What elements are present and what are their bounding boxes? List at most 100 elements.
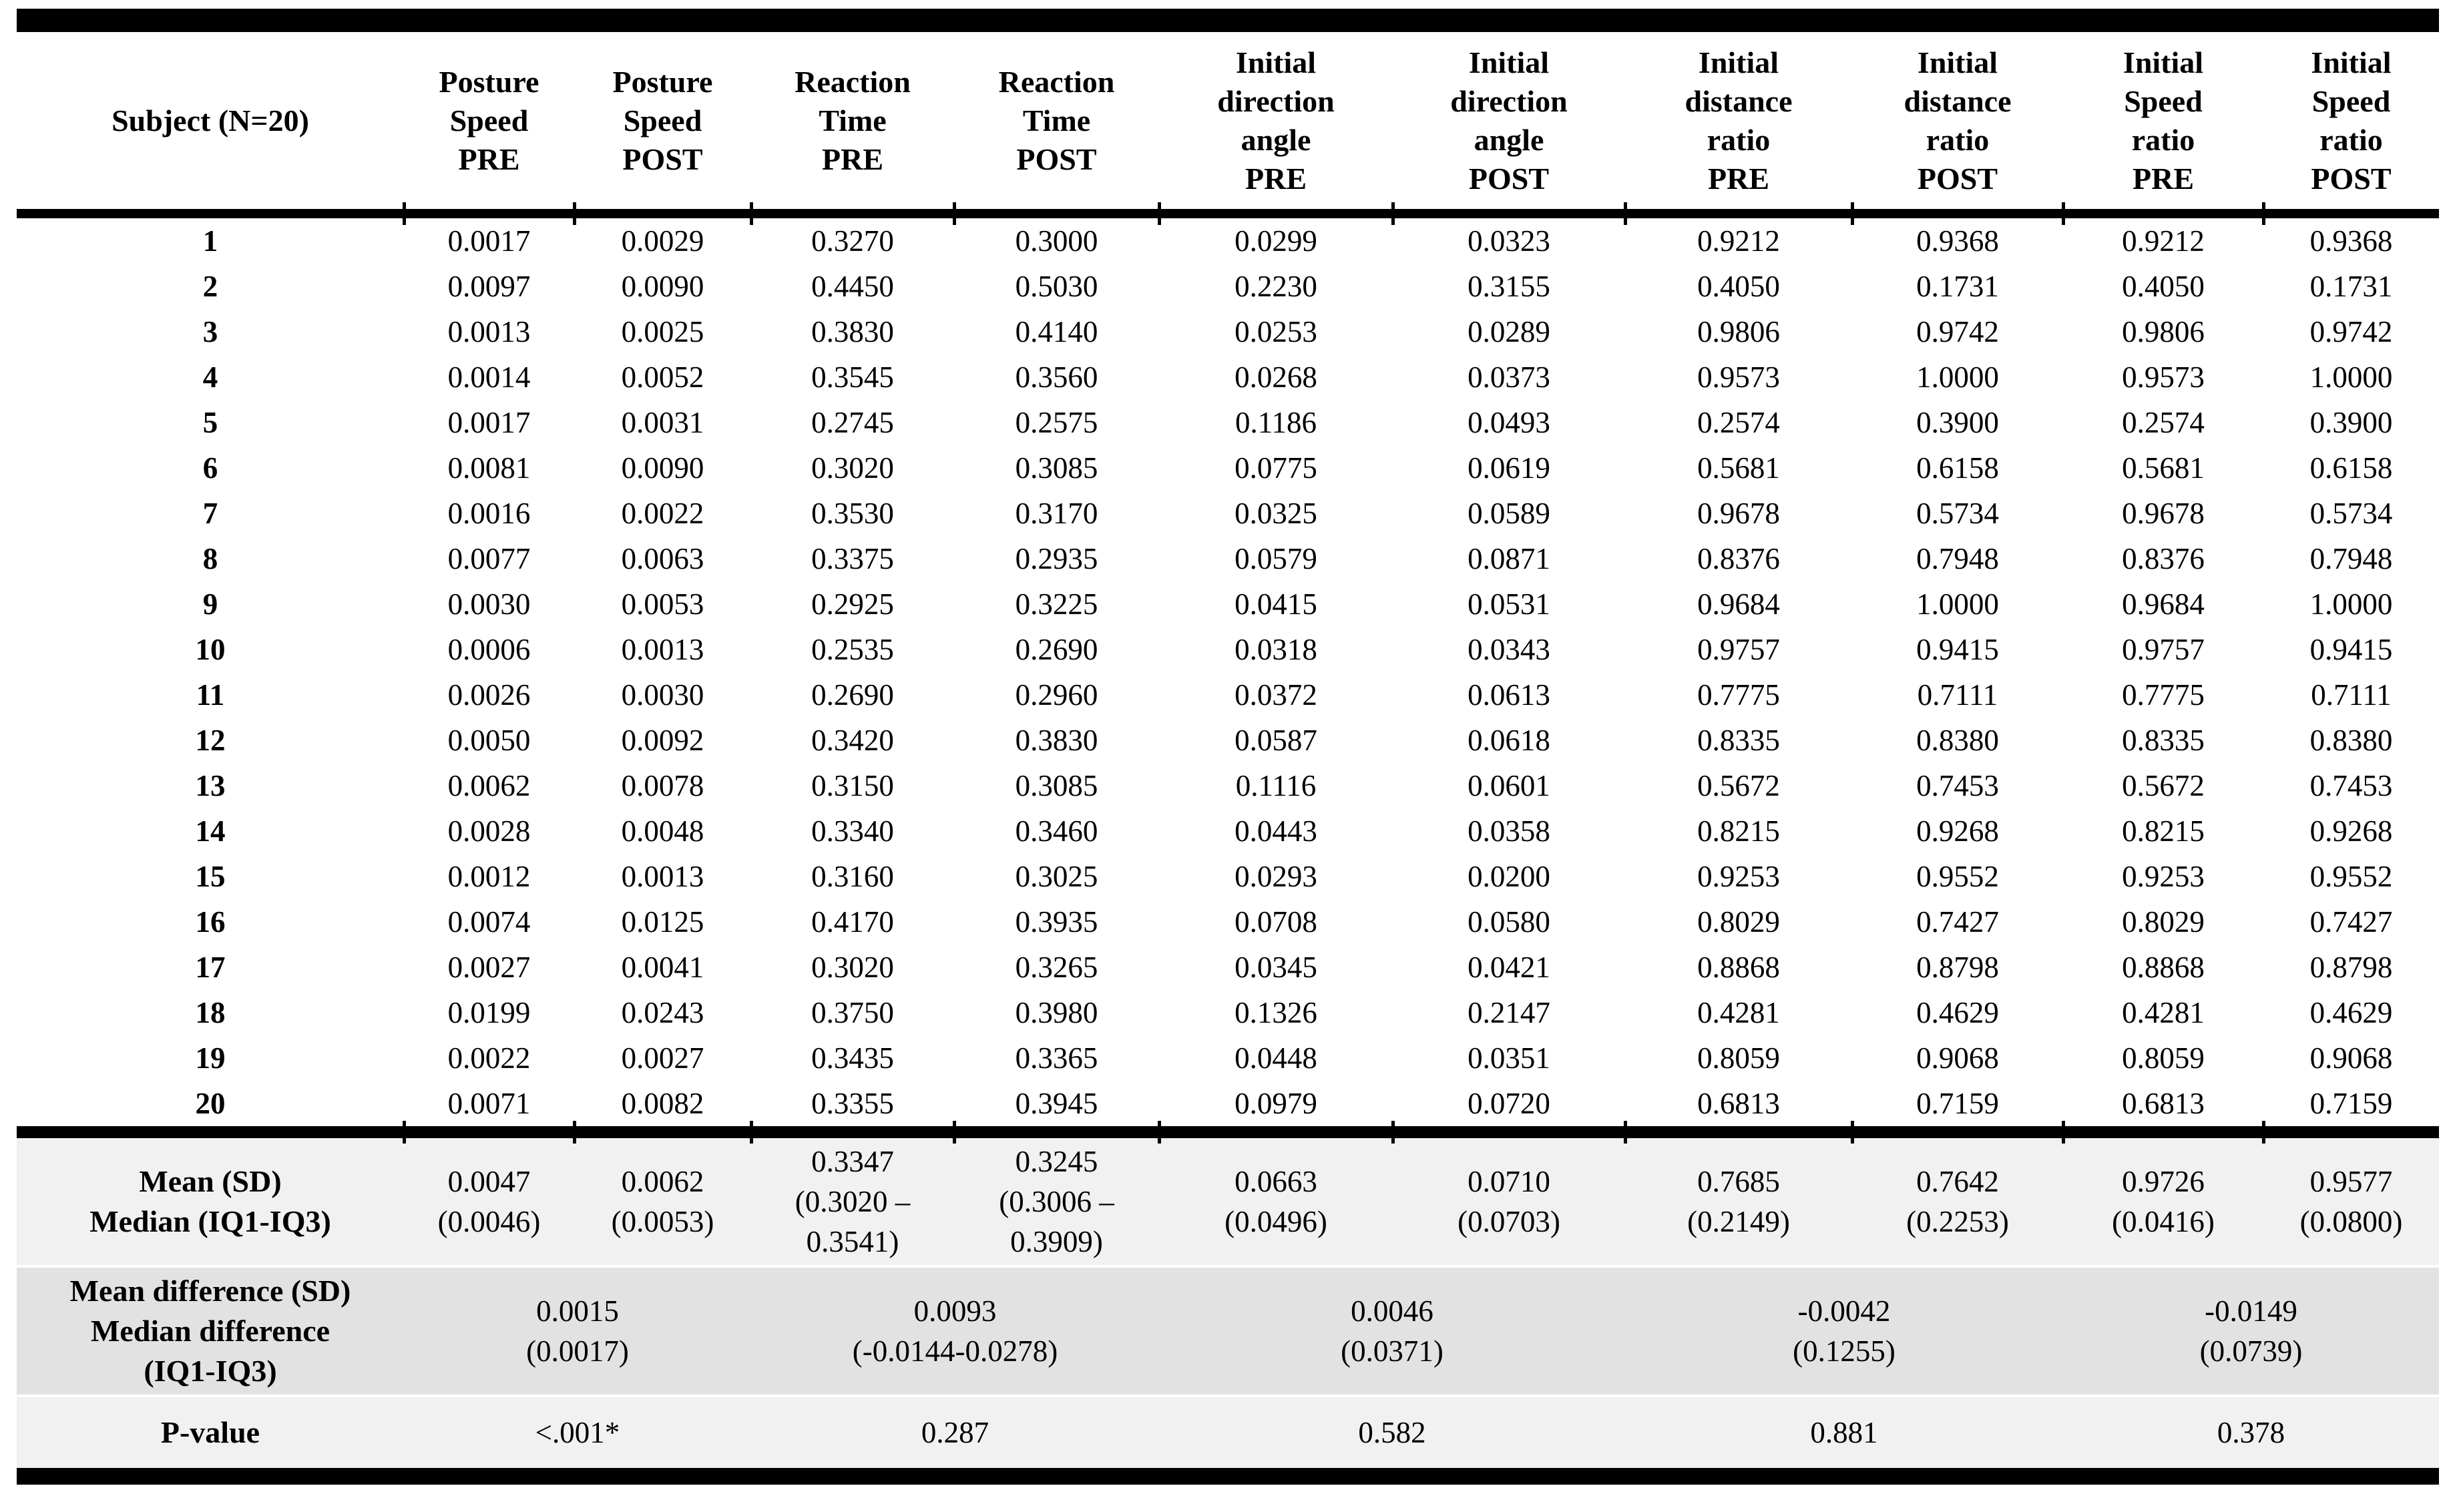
value-cell: 0.8868 <box>1697 951 1780 984</box>
value-cell: 0.2574 <box>2122 406 2205 439</box>
header-subject: Subject (N=20) <box>17 32 404 218</box>
subject-cell: 14 <box>195 814 226 848</box>
value-cell: 0.0299 <box>1235 224 1317 258</box>
value-cell: 0.3340 <box>811 814 894 848</box>
table-row: 11 0.0026 0.0030 0.2690 0.2960 0.0372 0.0613 0.… <box>17 672 2439 718</box>
table-row: 13 0.0062 0.0078 0.3150 0.3085 0.1116 0.0601 0.… <box>17 763 2439 808</box>
value-cell: 0.6158 <box>2309 451 2393 485</box>
value-cell: 0.9368 <box>1916 224 1999 258</box>
header-initial-speed-ratio-post: Initial Speed ratio POST <box>2263 32 2439 218</box>
value-cell: 0.0017 <box>447 406 531 439</box>
value-cell: 0.0618 <box>1468 724 1550 757</box>
mean-difference-cell: 0.0093 (-0.0144-0.0278) <box>751 1265 1159 1396</box>
value-cell: 0.9684 <box>2122 587 2205 621</box>
value-cell: 0.9212 <box>1697 224 1780 258</box>
value-cell: 0.0358 <box>1468 814 1550 848</box>
value-cell: 0.3830 <box>811 315 894 348</box>
value-cell: 0.0082 <box>621 1087 704 1120</box>
value-cell: 0.2574 <box>1697 406 1780 439</box>
value-cell: 0.3980 <box>1015 996 1098 1029</box>
value-cell: 0.0443 <box>1235 814 1317 848</box>
mean-difference-cell: -0.0149 (0.0739) <box>2063 1265 2439 1396</box>
value-cell: 0.0415 <box>1235 587 1317 621</box>
value-cell: 0.9552 <box>2309 860 2393 893</box>
header-initial-direction-angle-post: Initial direction angle POST <box>1393 32 1625 218</box>
table-row: 10 0.0006 0.0013 0.2535 0.2690 0.0318 0.0343 0.… <box>17 627 2439 672</box>
value-cell: 0.3830 <box>1015 724 1098 757</box>
value-cell: 0.5672 <box>1697 769 1780 802</box>
value-cell: 0.9806 <box>2122 315 2205 348</box>
p-value-cell: 0.287 <box>751 1395 1159 1468</box>
table-header: Subject (N=20) Posture Speed PRE Posture… <box>17 32 2439 218</box>
value-cell: 1.0000 <box>1916 587 1999 621</box>
subject-cell: 2 <box>202 270 218 303</box>
value-cell: 0.0720 <box>1468 1087 1550 1120</box>
value-cell: 0.0052 <box>621 360 704 394</box>
value-cell: 0.8059 <box>1697 1041 1780 1075</box>
value-cell: 0.3265 <box>1015 951 1098 984</box>
value-cell: 0.4629 <box>2309 996 2393 1029</box>
value-cell: 0.3530 <box>811 497 894 530</box>
value-cell: 0.9212 <box>2122 224 2205 258</box>
value-cell: 0.0006 <box>447 633 531 666</box>
value-cell: 0.4140 <box>1015 315 1098 348</box>
value-cell: 0.4170 <box>811 905 894 939</box>
value-cell: 0.0579 <box>1235 542 1317 575</box>
value-cell: 0.9368 <box>2309 224 2393 258</box>
value-cell: 0.0421 <box>1468 951 1550 984</box>
p-value-cell: 0.582 <box>1159 1395 1625 1468</box>
value-cell: 0.0372 <box>1235 678 1317 712</box>
value-cell: 0.4050 <box>1697 270 1780 303</box>
value-cell: 0.0253 <box>1235 315 1317 348</box>
value-cell: 0.4281 <box>1697 996 1780 1029</box>
value-cell: 0.3150 <box>811 769 894 802</box>
value-cell: 0.8215 <box>2122 814 2205 848</box>
header-reaction-time-pre: Reaction Time PRE <box>751 32 954 218</box>
value-cell: 0.0587 <box>1235 724 1317 757</box>
value-cell: 0.0979 <box>1235 1087 1317 1120</box>
subject-cell: 6 <box>202 451 218 485</box>
value-cell: 0.2690 <box>1015 633 1098 666</box>
value-cell: 0.8029 <box>2122 905 2205 939</box>
value-cell: 0.6158 <box>1916 451 1999 485</box>
mean-cell: 0.7642 (0.2253) <box>1852 1126 2063 1266</box>
value-cell: 0.0077 <box>447 542 531 575</box>
value-cell: 0.0029 <box>621 224 704 258</box>
value-cell: 0.0031 <box>621 406 704 439</box>
column-boundary-tick <box>953 1121 956 1144</box>
value-cell: 0.0013 <box>621 633 704 666</box>
subject-cell: 17 <box>195 951 226 984</box>
table-row: 15 0.0012 0.0013 0.3160 0.3025 0.0293 0.0200 0.… <box>17 854 2439 899</box>
value-cell: 0.9678 <box>1697 497 1780 530</box>
mean-cell: 0.7685 (0.2149) <box>1625 1126 1852 1266</box>
column-boundary-tick <box>1158 202 1161 225</box>
value-cell: 0.3025 <box>1015 860 1098 893</box>
value-cell: 0.3155 <box>1468 270 1550 303</box>
value-cell: 0.5734 <box>1916 497 1999 530</box>
header-initial-distance-ratio-pre: Initial distance ratio PRE <box>1625 32 1852 218</box>
value-cell: 0.9742 <box>1916 315 1999 348</box>
value-cell: 0.9415 <box>1916 633 1999 666</box>
mean-cell: 0.0710 (0.0703) <box>1393 1126 1625 1266</box>
value-cell: 0.9268 <box>1916 814 1999 848</box>
value-cell: 0.7775 <box>2122 678 2205 712</box>
value-cell: 0.0580 <box>1468 905 1550 939</box>
value-cell: 0.2575 <box>1015 406 1098 439</box>
value-cell: 0.7111 <box>1917 678 1998 712</box>
subject-cell: 7 <box>202 497 218 530</box>
column-boundary-tick <box>1158 1121 1161 1144</box>
value-cell: 0.0022 <box>447 1041 531 1075</box>
column-boundary-tick <box>750 202 753 225</box>
value-cell: 0.0013 <box>621 860 704 893</box>
mean-cell: 0.0062 (0.0053) <box>574 1126 751 1266</box>
column-boundary-tick <box>1851 202 1854 225</box>
value-cell: 0.3085 <box>1015 451 1098 485</box>
table-row: 1 0.0017 0.0029 0.3270 0.3000 0.0299 0.0323 0.9… <box>17 214 2439 264</box>
value-cell: 0.0071 <box>447 1087 531 1120</box>
value-cell: 0.9742 <box>2309 315 2393 348</box>
table-row: 7 0.0016 0.0022 0.3530 0.3170 0.0325 0.0589 0.9… <box>17 491 2439 536</box>
value-cell: 0.7427 <box>2309 905 2393 939</box>
header-initial-distance-ratio-post: Initial distance ratio POST <box>1852 32 2063 218</box>
value-cell: 0.4281 <box>2122 996 2205 1029</box>
subject-cell: 3 <box>202 315 218 348</box>
